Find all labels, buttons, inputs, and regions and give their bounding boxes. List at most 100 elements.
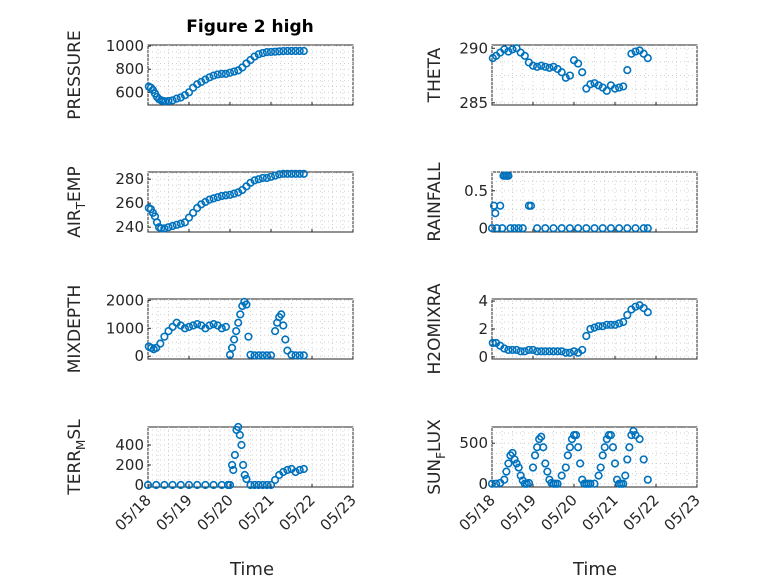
y-tick-label: 0	[478, 348, 488, 366]
data-point	[561, 348, 570, 357]
data-point	[541, 62, 550, 71]
data-point	[602, 86, 611, 95]
data-point	[168, 480, 177, 490]
y-tick-label: 1000	[106, 319, 144, 337]
data-point	[623, 310, 632, 320]
data-point	[553, 479, 562, 488]
data-point	[250, 480, 259, 490]
y-tick-label: 0	[478, 219, 488, 237]
data-point	[561, 463, 570, 472]
data-point	[184, 322, 194, 332]
data-point	[528, 463, 538, 472]
data-point	[164, 223, 173, 232]
data-point	[504, 345, 513, 355]
data-point	[217, 324, 226, 333]
figure-title: Figure 2 high	[186, 17, 314, 37]
data-point	[160, 332, 169, 341]
data-point	[266, 47, 276, 57]
data-point	[606, 320, 616, 329]
data-point	[193, 80, 202, 89]
data-point	[643, 53, 652, 63]
data-point	[239, 460, 248, 470]
data-point	[619, 317, 628, 327]
y-tick-label: 800	[115, 60, 144, 78]
data-point	[610, 320, 620, 329]
data-point	[621, 471, 630, 480]
data-point	[295, 46, 304, 56]
data-point	[262, 173, 272, 183]
data-point	[201, 75, 210, 84]
subplot-h2omixra: 0 2 4 H2OMIXRA	[425, 283, 698, 375]
data-point	[184, 88, 194, 97]
data-point	[209, 194, 218, 203]
x-tick-label: 05/18	[456, 491, 499, 534]
data-point	[510, 224, 519, 233]
x-tick-label: 05/23	[661, 491, 704, 534]
data-point	[582, 84, 591, 93]
data-point	[606, 431, 616, 440]
data-point	[578, 68, 587, 77]
y-tick-label: 240	[115, 218, 144, 236]
data-point	[168, 96, 177, 105]
data-point	[197, 77, 206, 87]
data-point	[287, 46, 296, 56]
data-point	[586, 324, 595, 334]
x-tick-label: 05/18	[112, 491, 155, 534]
data-point	[631, 431, 640, 440]
data-point	[508, 45, 517, 54]
data-point	[496, 201, 505, 210]
data-point	[258, 173, 267, 183]
data-point	[164, 96, 173, 106]
data-point	[549, 224, 558, 233]
data-point	[598, 224, 607, 233]
data-point	[528, 345, 538, 355]
data-point	[631, 224, 640, 233]
x-tick-label: 05/21	[235, 491, 278, 534]
data-point	[230, 189, 239, 198]
data-point	[227, 460, 237, 470]
y-tick-label: 200	[115, 456, 144, 474]
y-axis-label: MIXDEPTH	[65, 285, 85, 374]
subplot-rainfall: 0 0.5 RAINFALL	[425, 162, 698, 242]
data-point	[176, 219, 185, 228]
data-point	[221, 191, 230, 200]
y-axis-label: H2OMIXRA	[425, 283, 445, 374]
y-axis-label: TERRMSL	[65, 419, 88, 496]
data-point	[262, 351, 272, 360]
data-point	[238, 63, 247, 72]
data-point	[578, 475, 587, 484]
data-point	[520, 347, 529, 356]
data-point	[512, 459, 521, 468]
data-point	[553, 347, 562, 356]
data-point	[217, 69, 226, 78]
data-point	[237, 440, 246, 450]
data-point	[625, 443, 634, 452]
data-point	[594, 322, 603, 331]
data-point	[500, 45, 509, 54]
y-tick-label: 500	[459, 434, 488, 452]
data-point	[643, 308, 652, 317]
data-point	[586, 479, 595, 488]
data-point	[250, 351, 259, 360]
data-point	[606, 224, 616, 233]
data-point	[557, 68, 566, 77]
subplot-pressure: 600 800 1000 PRESSURE	[65, 30, 354, 120]
data-point	[193, 320, 202, 329]
data-point	[541, 459, 550, 468]
data-point	[295, 465, 304, 475]
data-point	[532, 224, 542, 233]
data-point	[156, 339, 165, 348]
data-point	[238, 301, 247, 311]
data-point	[266, 172, 276, 181]
data-point	[234, 188, 243, 197]
data-point	[598, 451, 607, 460]
data-point	[537, 347, 546, 356]
data-point	[619, 82, 628, 91]
data-point	[152, 343, 161, 352]
data-point	[594, 471, 603, 480]
data-point	[512, 44, 521, 53]
data-point	[487, 479, 497, 488]
data-point	[271, 171, 280, 180]
